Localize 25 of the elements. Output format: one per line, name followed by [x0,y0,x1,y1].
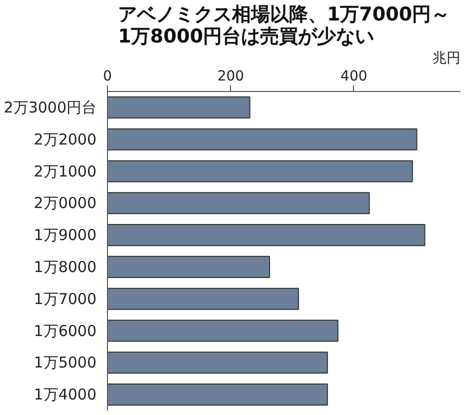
y-tick-label: 2万1000 [34,162,96,180]
bar [108,160,413,182]
bar [108,320,338,342]
y-tick-label: 2万0000 [34,194,96,212]
bar [108,256,270,278]
y-tick-label: 1万5000 [34,354,96,372]
bar [108,352,328,374]
x-tick-label: 400 [340,68,368,84]
y-tick-label: 1万4000 [34,386,96,404]
x-axis-title: 兆円 [432,50,460,66]
bar [108,128,418,150]
bar [108,384,328,406]
bar [108,192,370,214]
x-tick-label: 200 [217,68,244,84]
y-tick-label: 1万8000 [34,258,96,276]
x-tick-label: 0 [103,68,112,84]
y-tick-label: 2万2000 [34,130,96,148]
bar [108,288,299,310]
y-tick-label: 1万6000 [34,322,96,340]
y-tick-label: 1万7000 [34,290,96,308]
chart-title: アベノミクス相場以降、1万7000円～ 1万8000円台は売買が少ない [118,4,450,48]
y-tick-label: 1万9000 [34,226,96,244]
y-tick-label: 2万3000円台 [4,98,96,116]
bar [108,96,250,118]
bar [108,224,426,246]
